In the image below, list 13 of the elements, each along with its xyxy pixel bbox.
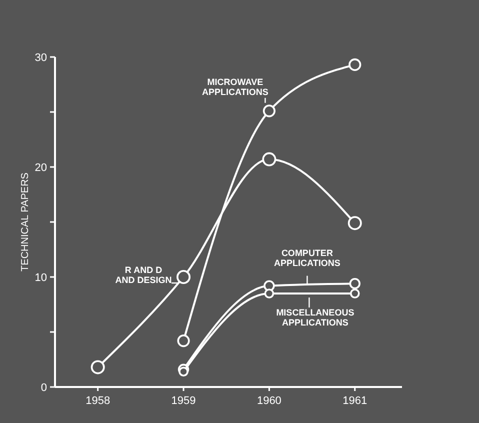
series-label: COMPUTER APPLICATIONS — [274, 248, 340, 268]
y-axis-title: TECHNICAL PAPERS — [20, 172, 31, 272]
legend-label: MISCELLANEOUS APPLICATIONS — [276, 308, 354, 328]
y-tick-label: 10 — [34, 272, 47, 284]
x-tick-label: 1959 — [171, 395, 196, 407]
y-tick-label: 30 — [34, 52, 47, 64]
series-label: MICROWAVE APPLICATIONS — [202, 76, 268, 97]
y-tick-label: 0 — [40, 382, 47, 394]
y-tick-label: 20 — [34, 162, 47, 174]
x-tick-label: 1960 — [256, 395, 282, 407]
x-tick-label: 1958 — [86, 395, 110, 407]
x-tick-label: 1961 — [342, 395, 368, 407]
series-label: R AND D AND DESIGN — [115, 265, 172, 285]
